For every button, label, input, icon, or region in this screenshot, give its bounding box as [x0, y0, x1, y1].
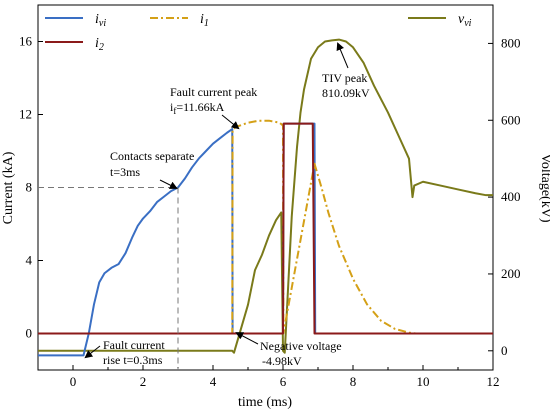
- annotation-fault-peak-line2: if=11.66kA: [170, 100, 225, 116]
- annotation-contacts-arrow: [159, 179, 178, 189]
- annotations: Fault current peak if=11.66kA TIV peak 8…: [84, 42, 370, 368]
- x-tick-label: 4: [210, 374, 217, 389]
- annotation-tiv-peak-arrow: [336, 42, 349, 69]
- legend-label: i1: [200, 12, 209, 29]
- y-left-tick-label: 4: [26, 253, 33, 268]
- annotation-fault-peak-arrow: [221, 114, 240, 130]
- x-tick-label: 8: [350, 374, 357, 389]
- annotation-negvolt-line1: Negative voltage: [260, 339, 342, 353]
- y-right-tick-label: 200: [501, 266, 521, 281]
- y-axis-left-label: Current (kA): [1, 151, 16, 224]
- annotation-contacts-line2: t=3ms: [110, 165, 140, 179]
- legend: ivi i1 i2 vvi: [45, 12, 472, 53]
- y-right-tick-label: 400: [501, 189, 521, 204]
- legend-label: vvi: [458, 12, 472, 29]
- y-left-tick-label: 12: [19, 107, 32, 122]
- y-axis-right-label: Voltage(kV): [538, 154, 550, 223]
- annotation-tiv-peak-line1: TIV peak: [322, 71, 367, 85]
- series-line-i1: [38, 119, 493, 335]
- x-axis-label: time (ms): [238, 395, 292, 410]
- x-tick-label: 6: [280, 374, 287, 389]
- legend-label: ivi: [95, 12, 106, 29]
- y-right-tick-label: 0: [501, 343, 508, 358]
- series-line-i2: [38, 122, 493, 335]
- y-right-tick-label: 800: [501, 35, 521, 50]
- x-tick-label: 12: [487, 374, 500, 389]
- y-left-tick-label: 16: [19, 34, 33, 49]
- x-tick-label: 2: [140, 374, 147, 389]
- y-right-tick-label: 600: [501, 112, 521, 127]
- annotation-rise-line2: rise t=0.3ms: [103, 353, 163, 367]
- annotation-rise-line1: Fault current: [103, 338, 165, 352]
- legend-label: i2: [95, 36, 104, 53]
- x-tick-label: 0: [70, 374, 77, 389]
- annotation-rise-arrow: [84, 345, 101, 359]
- y-left-tick-label: 0: [26, 326, 33, 341]
- series-line-vvi: [38, 38, 493, 354]
- annotation-negvolt-arrow: [235, 332, 259, 345]
- annotation-fault-peak-line1: Fault current peak: [170, 85, 257, 99]
- x-tick-label: 10: [417, 374, 430, 389]
- plot-frame: [37, 4, 494, 371]
- annotation-tiv-peak-line2: 810.09kV: [322, 86, 370, 100]
- y-left-tick-label: 8: [26, 180, 33, 195]
- annotation-negvolt-line2: -4.98kV: [262, 354, 302, 368]
- series-line-ivi: [38, 122, 493, 357]
- annotation-contacts-line1: Contacts separate: [110, 149, 194, 163]
